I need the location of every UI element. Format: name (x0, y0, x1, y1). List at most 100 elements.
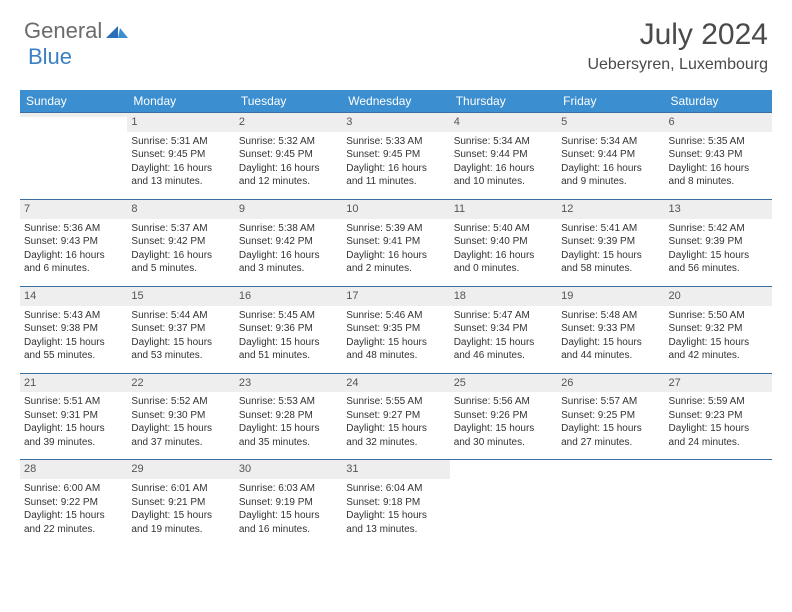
day-body: Sunrise: 5:44 AMSunset: 9:37 PMDaylight:… (127, 306, 234, 373)
sunset-text: Sunset: 9:39 PM (561, 235, 660, 249)
day-body: Sunrise: 6:01 AMSunset: 9:21 PMDaylight:… (127, 479, 234, 546)
month-title: July 2024 (587, 18, 768, 52)
calendar-cell (665, 460, 772, 546)
daylight-text: Daylight: 15 hours and 53 minutes. (131, 336, 230, 363)
day-body: Sunrise: 5:32 AMSunset: 9:45 PMDaylight:… (235, 132, 342, 199)
day-body: Sunrise: 5:50 AMSunset: 9:32 PMDaylight:… (665, 306, 772, 373)
calendar-cell (20, 113, 127, 200)
sunset-text: Sunset: 9:44 PM (561, 148, 660, 162)
calendar-cell: 20Sunrise: 5:50 AMSunset: 9:32 PMDayligh… (665, 286, 772, 373)
day-body: Sunrise: 5:51 AMSunset: 9:31 PMDaylight:… (20, 392, 127, 459)
calendar-cell: 30Sunrise: 6:03 AMSunset: 9:19 PMDayligh… (235, 460, 342, 546)
day-body (665, 464, 772, 477)
day-body: Sunrise: 5:45 AMSunset: 9:36 PMDaylight:… (235, 306, 342, 373)
daylight-text: Daylight: 15 hours and 55 minutes. (24, 336, 123, 363)
calendar-cell: 10Sunrise: 5:39 AMSunset: 9:41 PMDayligh… (342, 199, 449, 286)
day-body: Sunrise: 5:43 AMSunset: 9:38 PMDaylight:… (20, 306, 127, 373)
calendar-cell: 19Sunrise: 5:48 AMSunset: 9:33 PMDayligh… (557, 286, 664, 373)
sunset-text: Sunset: 9:45 PM (131, 148, 230, 162)
sunrise-text: Sunrise: 5:46 AM (346, 309, 445, 323)
sunset-text: Sunset: 9:42 PM (131, 235, 230, 249)
sunset-text: Sunset: 9:19 PM (239, 496, 338, 510)
daylight-text: Daylight: 15 hours and 51 minutes. (239, 336, 338, 363)
day-number: 12 (557, 200, 664, 219)
sunset-text: Sunset: 9:30 PM (131, 409, 230, 423)
day-number: 4 (450, 113, 557, 132)
sunset-text: Sunset: 9:44 PM (454, 148, 553, 162)
day-number: 11 (450, 200, 557, 219)
calendar-cell: 14Sunrise: 5:43 AMSunset: 9:38 PMDayligh… (20, 286, 127, 373)
sunrise-text: Sunrise: 5:34 AM (454, 135, 553, 149)
daylight-text: Daylight: 15 hours and 58 minutes. (561, 249, 660, 276)
daylight-text: Daylight: 16 hours and 12 minutes. (239, 162, 338, 189)
sunset-text: Sunset: 9:32 PM (669, 322, 768, 336)
day-body: Sunrise: 5:53 AMSunset: 9:28 PMDaylight:… (235, 392, 342, 459)
calendar-body: 1Sunrise: 5:31 AMSunset: 9:45 PMDaylight… (20, 113, 772, 547)
calendar-cell (557, 460, 664, 546)
day-number: 28 (20, 460, 127, 479)
day-body: Sunrise: 5:59 AMSunset: 9:23 PMDaylight:… (665, 392, 772, 459)
brand-part2-wrap: Blue (28, 44, 72, 70)
day-body: Sunrise: 5:46 AMSunset: 9:35 PMDaylight:… (342, 306, 449, 373)
sunset-text: Sunset: 9:35 PM (346, 322, 445, 336)
day-body: Sunrise: 5:36 AMSunset: 9:43 PMDaylight:… (20, 219, 127, 286)
day-number: 3 (342, 113, 449, 132)
sunrise-text: Sunrise: 5:32 AM (239, 135, 338, 149)
calendar-cell: 24Sunrise: 5:55 AMSunset: 9:27 PMDayligh… (342, 373, 449, 460)
day-body (20, 117, 127, 130)
day-number: 24 (342, 374, 449, 393)
sunrise-text: Sunrise: 5:35 AM (669, 135, 768, 149)
calendar-cell: 31Sunrise: 6:04 AMSunset: 9:18 PMDayligh… (342, 460, 449, 546)
daylight-text: Daylight: 15 hours and 22 minutes. (24, 509, 123, 536)
calendar-cell: 12Sunrise: 5:41 AMSunset: 9:39 PMDayligh… (557, 199, 664, 286)
brand-part2: Blue (28, 44, 72, 69)
daylight-text: Daylight: 16 hours and 9 minutes. (561, 162, 660, 189)
calendar-cell: 29Sunrise: 6:01 AMSunset: 9:21 PMDayligh… (127, 460, 234, 546)
sunrise-text: Sunrise: 5:38 AM (239, 222, 338, 236)
day-body (557, 464, 664, 477)
day-number: 21 (20, 374, 127, 393)
day-number: 10 (342, 200, 449, 219)
sunset-text: Sunset: 9:37 PM (131, 322, 230, 336)
day-body: Sunrise: 5:55 AMSunset: 9:27 PMDaylight:… (342, 392, 449, 459)
sunrise-text: Sunrise: 5:57 AM (561, 395, 660, 409)
sunset-text: Sunset: 9:43 PM (24, 235, 123, 249)
title-block: July 2024 Uebersyren, Luxembourg (587, 18, 768, 74)
sunset-text: Sunset: 9:22 PM (24, 496, 123, 510)
sunrise-text: Sunrise: 5:33 AM (346, 135, 445, 149)
daylight-text: Daylight: 15 hours and 13 minutes. (346, 509, 445, 536)
weekday-header: Wednesday (342, 90, 449, 113)
day-number: 18 (450, 287, 557, 306)
day-number: 25 (450, 374, 557, 393)
sunrise-text: Sunrise: 5:31 AM (131, 135, 230, 149)
weekday-header: Thursday (450, 90, 557, 113)
sunset-text: Sunset: 9:34 PM (454, 322, 553, 336)
day-number: 14 (20, 287, 127, 306)
day-body (450, 464, 557, 477)
brand-mark-icon (106, 20, 128, 43)
calendar-row: 28Sunrise: 6:00 AMSunset: 9:22 PMDayligh… (20, 460, 772, 546)
day-body: Sunrise: 5:34 AMSunset: 9:44 PMDaylight:… (557, 132, 664, 199)
calendar-cell: 5Sunrise: 5:34 AMSunset: 9:44 PMDaylight… (557, 113, 664, 200)
sunrise-text: Sunrise: 5:40 AM (454, 222, 553, 236)
weekday-header: Tuesday (235, 90, 342, 113)
day-body: Sunrise: 5:42 AMSunset: 9:39 PMDaylight:… (665, 219, 772, 286)
day-number: 2 (235, 113, 342, 132)
daylight-text: Daylight: 16 hours and 13 minutes. (131, 162, 230, 189)
daylight-text: Daylight: 16 hours and 6 minutes. (24, 249, 123, 276)
location: Uebersyren, Luxembourg (587, 56, 768, 74)
calendar-cell: 13Sunrise: 5:42 AMSunset: 9:39 PMDayligh… (665, 199, 772, 286)
sunrise-text: Sunrise: 5:36 AM (24, 222, 123, 236)
sunset-text: Sunset: 9:42 PM (239, 235, 338, 249)
sunset-text: Sunset: 9:39 PM (669, 235, 768, 249)
calendar-cell: 6Sunrise: 5:35 AMSunset: 9:43 PMDaylight… (665, 113, 772, 200)
daylight-text: Daylight: 16 hours and 0 minutes. (454, 249, 553, 276)
day-number: 23 (235, 374, 342, 393)
calendar-row: 14Sunrise: 5:43 AMSunset: 9:38 PMDayligh… (20, 286, 772, 373)
sunset-text: Sunset: 9:40 PM (454, 235, 553, 249)
daylight-text: Daylight: 15 hours and 19 minutes. (131, 509, 230, 536)
weekday-header: Saturday (665, 90, 772, 113)
calendar-cell: 26Sunrise: 5:57 AMSunset: 9:25 PMDayligh… (557, 373, 664, 460)
daylight-text: Daylight: 15 hours and 27 minutes. (561, 422, 660, 449)
day-body: Sunrise: 5:34 AMSunset: 9:44 PMDaylight:… (450, 132, 557, 199)
